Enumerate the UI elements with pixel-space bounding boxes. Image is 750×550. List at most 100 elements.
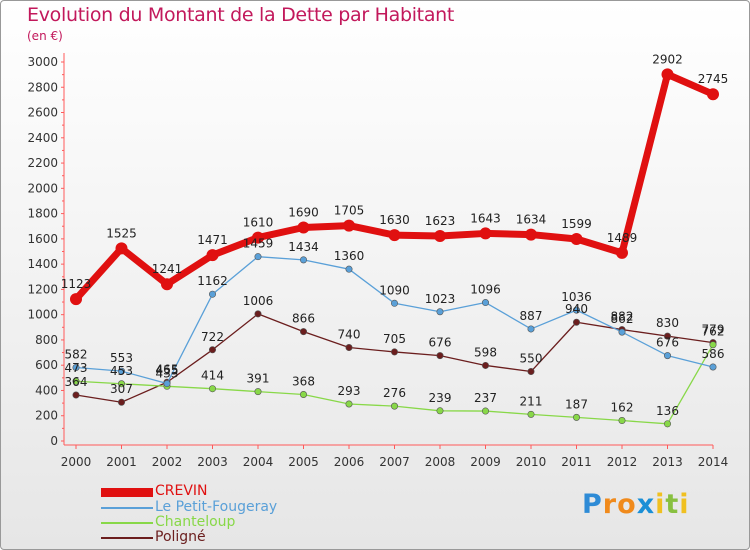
- data-label: 293: [338, 384, 361, 398]
- data-point: [206, 249, 219, 262]
- data-point: [70, 293, 82, 306]
- data-point: [616, 246, 628, 259]
- data-point: [663, 420, 671, 428]
- data-label: 676: [429, 336, 452, 350]
- y-tick-label: 400: [35, 383, 58, 397]
- data-point: [661, 68, 674, 81]
- data-label: 705: [383, 332, 406, 346]
- data-label: 1162: [197, 274, 228, 288]
- y-tick-label: 1000: [27, 308, 58, 322]
- data-label: 940: [565, 302, 588, 316]
- y-tick-label: 1200: [27, 282, 58, 296]
- legend-swatch: [101, 522, 153, 524]
- legend-item-poligne: Poligné: [101, 529, 321, 546]
- data-label: 465: [156, 362, 179, 376]
- data-label: 1241: [152, 262, 183, 276]
- y-tick-label: 0: [50, 434, 58, 448]
- data-label: 1599: [561, 217, 592, 231]
- data-label: 2745: [698, 72, 729, 86]
- data-point: [254, 388, 262, 396]
- y-tick-label: 2400: [27, 131, 58, 145]
- data-label: 887: [520, 309, 543, 323]
- data-label: 391: [247, 372, 270, 386]
- data-point: [618, 328, 626, 336]
- legend-label: CREVIN: [155, 483, 208, 499]
- data-point: [481, 299, 489, 307]
- data-label: 1006: [243, 294, 274, 308]
- data-point: [709, 341, 717, 349]
- data-point: [115, 242, 128, 255]
- y-tick-label: 1800: [27, 207, 58, 221]
- data-label: 1643: [470, 211, 501, 225]
- data-label: 1036: [561, 290, 592, 304]
- x-tick-label: 2009: [470, 455, 501, 469]
- data-point: [118, 367, 126, 375]
- data-label: 830: [656, 316, 679, 330]
- data-label: 276: [383, 386, 406, 400]
- data-point: [209, 290, 217, 298]
- legend-item-crevin: CREVIN: [101, 483, 321, 500]
- data-label: 740: [338, 328, 361, 342]
- y-tick-label: 1400: [27, 257, 58, 271]
- legend-item-chanteloup: Chanteloup: [101, 514, 321, 531]
- data-point: [436, 407, 444, 415]
- data-label: 1434: [288, 240, 319, 254]
- data-point: [527, 410, 535, 418]
- data-label: 862: [611, 312, 634, 326]
- data-label: 1489: [607, 231, 638, 245]
- data-point: [481, 407, 489, 415]
- data-label: 414: [201, 369, 224, 383]
- data-point: [481, 361, 489, 369]
- data-point: [297, 221, 310, 234]
- logo-letter: i: [679, 489, 690, 520]
- data-label: 1090: [379, 283, 410, 297]
- data-label: 473: [65, 361, 88, 375]
- data-point: [343, 219, 355, 232]
- data-label: 722: [201, 330, 224, 344]
- x-tick-label: 2003: [197, 455, 228, 469]
- data-point: [299, 328, 307, 336]
- data-point: [390, 299, 398, 307]
- data-point: [299, 256, 307, 264]
- data-label: 1525: [106, 226, 137, 240]
- logo-letter: x: [636, 489, 656, 520]
- unit-label: (en €): [27, 29, 63, 43]
- y-tick-label: 800: [35, 333, 58, 347]
- data-label: 779: [702, 323, 725, 337]
- data-label: 550: [520, 352, 543, 366]
- data-point: [72, 377, 80, 385]
- data-point: [572, 306, 580, 314]
- data-label: 1610: [243, 216, 274, 230]
- data-point: [161, 278, 173, 291]
- y-tick-label: 600: [35, 358, 58, 372]
- logo-letter: o: [617, 489, 637, 520]
- logo-letter: t: [665, 489, 680, 520]
- x-tick-label: 2001: [106, 455, 137, 469]
- y-tick-label: 3000: [27, 55, 58, 69]
- legend-label: Le Petit-Fougeray: [155, 499, 278, 515]
- logo-letter: r: [602, 489, 618, 520]
- data-point: [572, 318, 580, 326]
- data-point: [163, 380, 171, 388]
- data-point: [345, 400, 353, 408]
- legend-swatch: [101, 537, 153, 539]
- data-point: [390, 348, 398, 356]
- legend-swatch: [101, 488, 153, 497]
- data-label: 1690: [288, 205, 319, 219]
- data-label: 882: [611, 310, 634, 324]
- data-point: [390, 402, 398, 410]
- data-label: 1705: [334, 204, 365, 218]
- y-tick-label: 2800: [27, 80, 58, 94]
- data-label: 762: [702, 325, 725, 339]
- x-tick-label: 2010: [516, 455, 547, 469]
- data-point: [345, 265, 353, 273]
- y-tick-label: 200: [35, 409, 58, 423]
- y-tick-label: 2000: [27, 181, 58, 195]
- data-label: 455: [156, 364, 179, 378]
- legend-item-le-petit-fougeray: Le Petit-Fougeray: [101, 499, 321, 516]
- data-label: 187: [565, 397, 588, 411]
- data-label: 1023: [425, 292, 456, 306]
- data-point: [709, 363, 717, 371]
- data-point: [527, 325, 535, 333]
